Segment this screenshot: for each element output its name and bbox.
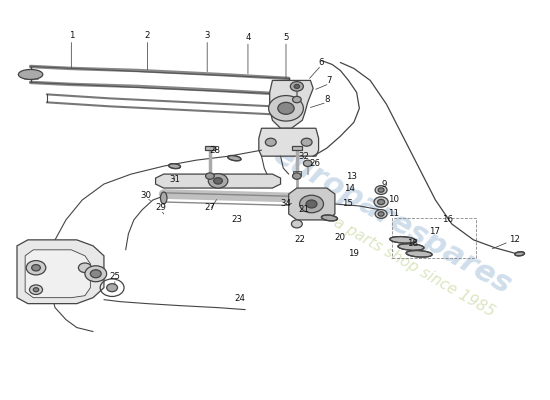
Circle shape	[26, 260, 46, 275]
Circle shape	[107, 284, 118, 292]
Text: 31: 31	[169, 175, 180, 184]
Ellipse shape	[406, 250, 432, 257]
Circle shape	[293, 96, 301, 103]
Bar	[292, 146, 302, 150]
Circle shape	[378, 212, 384, 216]
Text: 13: 13	[346, 172, 357, 180]
Circle shape	[301, 138, 312, 146]
Circle shape	[278, 102, 294, 114]
Text: 11: 11	[388, 210, 399, 218]
Text: 25: 25	[109, 272, 120, 281]
Circle shape	[306, 200, 317, 208]
Text: 3: 3	[205, 31, 210, 40]
Circle shape	[378, 188, 384, 192]
Circle shape	[293, 173, 301, 179]
Circle shape	[214, 178, 222, 184]
Polygon shape	[270, 80, 313, 128]
Circle shape	[34, 288, 38, 292]
Text: 30: 30	[141, 191, 152, 200]
Text: 27: 27	[205, 203, 216, 212]
Polygon shape	[259, 128, 318, 156]
Bar	[205, 146, 215, 150]
Bar	[392, 218, 476, 258]
Ellipse shape	[169, 164, 180, 168]
Ellipse shape	[228, 156, 241, 161]
Text: 28: 28	[210, 146, 221, 155]
Text: 20: 20	[335, 233, 346, 242]
Circle shape	[30, 285, 42, 294]
Circle shape	[290, 82, 304, 91]
Circle shape	[208, 174, 228, 188]
Circle shape	[300, 195, 323, 213]
Polygon shape	[17, 240, 104, 304]
Ellipse shape	[161, 192, 167, 204]
Circle shape	[268, 96, 304, 121]
Text: 6: 6	[318, 58, 324, 67]
Text: 10: 10	[388, 195, 399, 204]
Circle shape	[79, 263, 91, 272]
Text: 5: 5	[283, 33, 289, 42]
Text: 16: 16	[442, 215, 453, 224]
Text: 17: 17	[429, 226, 440, 236]
Text: 9: 9	[381, 180, 387, 189]
Ellipse shape	[321, 215, 338, 221]
Text: 15: 15	[342, 199, 353, 208]
Text: 34: 34	[280, 199, 292, 208]
Text: 26: 26	[309, 159, 320, 168]
Polygon shape	[156, 174, 280, 188]
Text: 24: 24	[234, 294, 245, 303]
Text: 4: 4	[245, 33, 251, 42]
Circle shape	[375, 210, 387, 218]
Circle shape	[32, 264, 40, 271]
Ellipse shape	[390, 236, 416, 243]
Circle shape	[374, 197, 388, 207]
Text: 22: 22	[294, 235, 305, 244]
Circle shape	[375, 186, 387, 194]
Circle shape	[206, 173, 214, 179]
Text: 21: 21	[299, 206, 310, 214]
Text: 2: 2	[145, 31, 150, 40]
Ellipse shape	[398, 244, 424, 250]
Polygon shape	[25, 250, 90, 298]
Circle shape	[292, 220, 302, 228]
Text: 12: 12	[509, 234, 520, 244]
Text: a parts shop since 1985: a parts shop since 1985	[331, 216, 497, 320]
Ellipse shape	[307, 196, 314, 208]
Circle shape	[265, 138, 276, 146]
Text: 1: 1	[69, 31, 74, 40]
Bar	[293, 171, 301, 175]
Ellipse shape	[515, 252, 525, 256]
Text: 19: 19	[349, 249, 359, 258]
Text: 29: 29	[156, 203, 167, 212]
Circle shape	[90, 270, 101, 278]
Text: 7: 7	[327, 76, 332, 85]
Circle shape	[304, 160, 312, 166]
Text: 32: 32	[299, 152, 310, 162]
Text: 14: 14	[344, 184, 355, 193]
Text: 18: 18	[407, 238, 418, 248]
Ellipse shape	[18, 70, 43, 80]
Circle shape	[377, 200, 384, 204]
Polygon shape	[289, 188, 335, 220]
Text: 8: 8	[324, 95, 329, 104]
Circle shape	[85, 266, 107, 282]
Text: 23: 23	[232, 215, 243, 224]
Text: europarespares: europarespares	[267, 140, 516, 300]
Circle shape	[294, 84, 300, 88]
